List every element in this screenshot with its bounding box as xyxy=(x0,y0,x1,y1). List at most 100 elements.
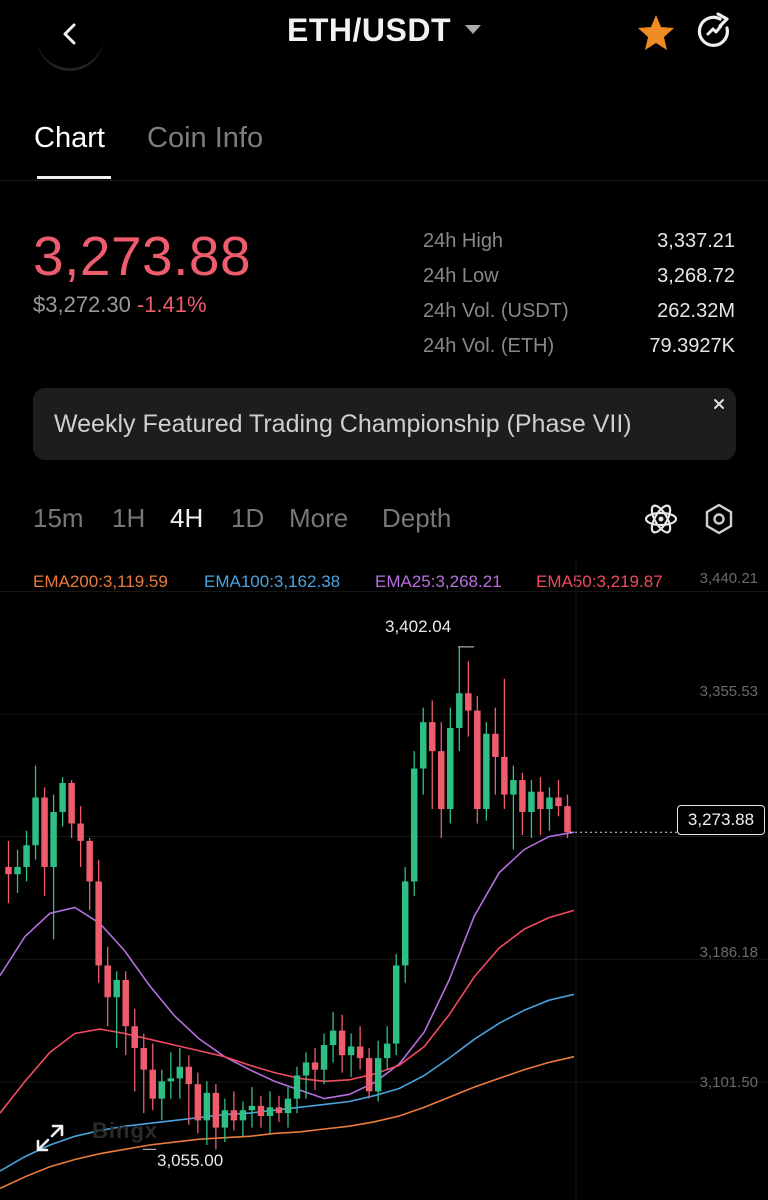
stat-value: 3,337.21 xyxy=(657,230,735,252)
interval-15m[interactable]: 15m xyxy=(33,503,84,533)
candle xyxy=(158,1081,166,1099)
ema100-label: EMA100:3,162.38 xyxy=(204,572,341,591)
candle xyxy=(104,965,111,998)
stat-value: 262.32M xyxy=(657,300,735,322)
candle xyxy=(14,866,21,875)
candle xyxy=(68,782,75,824)
candle xyxy=(555,797,562,807)
candle xyxy=(356,1046,364,1059)
candle xyxy=(429,722,436,752)
candle xyxy=(483,733,490,810)
ema50-line xyxy=(0,909,575,1114)
candle xyxy=(537,791,544,810)
candle xyxy=(410,768,418,882)
interval-more[interactable]: More xyxy=(289,503,349,533)
candle xyxy=(221,1110,229,1128)
candle xyxy=(95,881,102,966)
candle xyxy=(32,797,39,846)
candle xyxy=(212,1092,220,1128)
y-axis-label: 3,440.21 xyxy=(699,570,758,587)
candle xyxy=(50,811,57,867)
pair-selector[interactable]: ETH/USDT xyxy=(0,12,768,49)
low-annotation: 3,055.00 xyxy=(157,1151,224,1170)
candle xyxy=(302,1062,310,1076)
candle xyxy=(320,1045,328,1070)
candle xyxy=(176,1066,184,1079)
candle xyxy=(311,1062,319,1070)
candle xyxy=(492,733,499,757)
tab-depth[interactable]: Depth xyxy=(382,503,452,533)
stat-row: 24h High 3,337.21 xyxy=(423,230,735,265)
candle xyxy=(347,1046,355,1056)
candle xyxy=(438,751,445,810)
candle xyxy=(401,881,409,966)
high-annotation: 3,402.04 xyxy=(385,617,452,636)
banner-close-button[interactable] xyxy=(702,388,736,420)
candle xyxy=(528,791,535,812)
candle xyxy=(293,1075,301,1099)
tab-chart[interactable]: Chart xyxy=(34,122,105,154)
gear-icon[interactable] xyxy=(703,503,735,535)
interval-1h[interactable]: 1H xyxy=(112,503,146,533)
candle xyxy=(519,780,526,812)
candle xyxy=(266,1107,274,1117)
tab-coin-info[interactable]: Coin Info xyxy=(147,122,264,154)
atom-icon[interactable] xyxy=(644,502,678,536)
candle xyxy=(365,1058,373,1092)
candle xyxy=(59,782,66,812)
candle xyxy=(248,1105,256,1111)
stat-row: 24h Low 3,268.72 xyxy=(423,265,735,300)
candle xyxy=(383,1043,391,1059)
promo-banner[interactable]: Weekly Featured Trading Championship (Ph… xyxy=(33,388,736,460)
stat-value: 79.3927K xyxy=(649,335,735,357)
candle xyxy=(392,965,400,1044)
ema25-label: EMA25:3,268.21 xyxy=(375,572,502,591)
stat-label: 24h High xyxy=(423,230,504,252)
price-subline: $3,272.30 -1.41% xyxy=(33,292,207,318)
candlestick-chart[interactable] xyxy=(0,560,768,1200)
candle xyxy=(140,1047,147,1070)
stats-panel: 24h High 3,337.21 24h Low 3,268.72 24h V… xyxy=(423,230,735,370)
candle xyxy=(338,1030,346,1056)
expand-icon[interactable] xyxy=(35,1123,65,1153)
candle xyxy=(149,1069,157,1099)
stat-label: 24h Low xyxy=(423,265,499,287)
stat-row: 24h Vol. (USDT) 262.32M xyxy=(423,300,735,335)
candle xyxy=(41,797,48,867)
usd-price: $3,272.30 xyxy=(33,292,131,317)
candle xyxy=(456,693,463,728)
star-icon[interactable] xyxy=(636,12,676,52)
close-icon xyxy=(714,399,724,409)
y-axis-label: 3,186.18 xyxy=(699,944,758,961)
y-axis-label: 3,101.50 xyxy=(699,1074,758,1091)
refresh-icon[interactable] xyxy=(694,12,734,52)
candle xyxy=(510,780,517,795)
candle xyxy=(86,840,93,882)
ema200-line xyxy=(0,1055,575,1190)
candle xyxy=(564,806,571,833)
caret-down-icon xyxy=(465,25,481,35)
active-tab-indicator xyxy=(37,176,111,179)
candle xyxy=(447,727,454,810)
stat-label: 24h Vol. (ETH) xyxy=(423,335,555,357)
candle xyxy=(185,1066,193,1085)
watermark: Bingx xyxy=(92,1118,159,1143)
candle xyxy=(113,979,120,998)
interval-4h[interactable]: 4H xyxy=(170,503,204,533)
current-price-tag: 3,273.88 xyxy=(677,805,765,835)
banner-text: Weekly Featured Trading Championship (Ph… xyxy=(54,410,632,438)
candle xyxy=(203,1092,211,1121)
candle xyxy=(474,710,481,810)
candle xyxy=(167,1078,175,1082)
candle xyxy=(275,1107,283,1114)
back-button[interactable] xyxy=(36,0,104,71)
divider xyxy=(0,180,768,181)
interval-1d[interactable]: 1D xyxy=(231,503,265,533)
candle xyxy=(329,1030,337,1046)
ema25-line xyxy=(0,831,575,1100)
candle xyxy=(5,866,12,875)
candle xyxy=(419,722,427,769)
candle xyxy=(465,693,472,711)
candle xyxy=(77,823,84,841)
candle xyxy=(239,1110,247,1121)
